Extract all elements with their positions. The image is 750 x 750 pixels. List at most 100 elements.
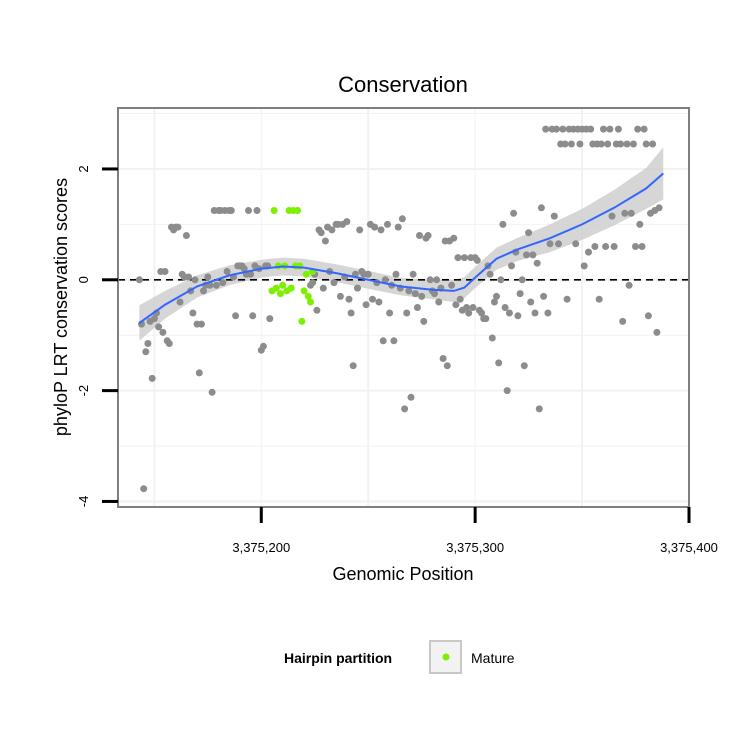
x-tick-label: 3,375,400 — [660, 540, 718, 555]
data-point — [625, 281, 633, 289]
mature-data-point — [272, 284, 280, 292]
data-point — [478, 309, 486, 317]
data-point — [501, 304, 509, 311]
data-point — [567, 140, 575, 148]
mature-data-point — [287, 284, 295, 292]
data-point — [189, 309, 197, 317]
data-point — [595, 295, 603, 303]
data-point — [644, 312, 652, 320]
x-axis: 3,375,200 3,375,300 3,375,400 — [232, 507, 718, 555]
data-point — [405, 287, 413, 295]
data-point — [394, 223, 402, 231]
mature-data-point — [298, 317, 306, 325]
data-point — [245, 207, 252, 214]
data-point — [591, 243, 599, 250]
data-point — [249, 312, 257, 320]
y-tick-label: 0 — [76, 276, 91, 283]
data-point — [621, 209, 629, 217]
data-point — [460, 254, 468, 262]
data-point — [602, 243, 610, 250]
data-point — [443, 362, 451, 370]
data-point — [407, 393, 415, 401]
data-point — [390, 337, 398, 345]
data-point — [330, 279, 338, 287]
data-point — [384, 220, 391, 228]
data-point — [649, 140, 657, 148]
data-point — [555, 240, 562, 248]
data-point — [349, 362, 357, 370]
data-point — [431, 290, 438, 298]
data-point — [540, 292, 548, 300]
data-point — [362, 301, 370, 309]
data-point — [606, 125, 614, 133]
data-point — [148, 374, 156, 382]
data-point — [182, 232, 190, 239]
data-point — [259, 342, 267, 350]
data-point — [343, 218, 351, 226]
data-point — [159, 328, 167, 336]
data-point — [488, 334, 496, 342]
data-point — [503, 387, 511, 395]
data-point — [165, 340, 173, 347]
data-point — [223, 268, 231, 275]
data-point — [632, 243, 639, 250]
x-tick-label: 3,375,200 — [232, 540, 290, 555]
data-point — [499, 220, 507, 228]
data-point — [448, 281, 456, 289]
legend: Hairpin partition Mature — [284, 640, 515, 674]
data-point — [212, 281, 220, 289]
data-point — [510, 209, 518, 217]
data-point — [542, 125, 550, 133]
data-point — [232, 312, 240, 320]
data-point — [398, 215, 406, 223]
data-point — [413, 304, 421, 311]
data-point — [508, 262, 515, 270]
data-point — [580, 262, 588, 270]
data-point — [454, 254, 462, 262]
data-point — [529, 251, 537, 259]
data-point — [550, 212, 558, 220]
mature-data-point — [279, 281, 287, 289]
panel-border — [117, 107, 690, 508]
data-point — [544, 309, 552, 317]
data-point — [197, 320, 205, 328]
data-point — [559, 125, 567, 133]
data-point — [135, 276, 143, 284]
data-point — [610, 243, 618, 250]
data-point — [379, 337, 387, 345]
data-point — [426, 276, 434, 284]
data-point — [155, 323, 163, 331]
data-point — [185, 273, 193, 281]
data-point — [377, 226, 385, 234]
data-point — [525, 229, 533, 237]
data-point — [561, 140, 569, 148]
data-point — [354, 284, 361, 292]
data-point — [191, 276, 199, 284]
data-point — [600, 125, 607, 133]
mature-data-point — [302, 270, 310, 278]
mature-data-point — [294, 207, 302, 214]
data-point — [336, 292, 344, 300]
smooth-trend-line — [138, 172, 664, 324]
data-point — [227, 207, 235, 214]
data-point — [418, 292, 426, 300]
data-point — [381, 276, 389, 284]
data-point — [144, 340, 152, 347]
data-point — [587, 125, 595, 133]
data-point — [204, 273, 212, 281]
data-point — [319, 284, 327, 292]
data-point — [505, 309, 513, 317]
data-point — [629, 140, 637, 148]
data-point — [253, 207, 261, 214]
data-point — [482, 315, 490, 323]
data-point — [537, 204, 545, 212]
data-point — [514, 312, 522, 320]
data-point — [150, 315, 158, 323]
data-point — [518, 276, 526, 284]
data-point — [638, 243, 646, 250]
data-point — [375, 298, 383, 306]
data-point — [403, 309, 411, 317]
mature-data-point — [270, 207, 278, 214]
data-point — [345, 295, 353, 303]
